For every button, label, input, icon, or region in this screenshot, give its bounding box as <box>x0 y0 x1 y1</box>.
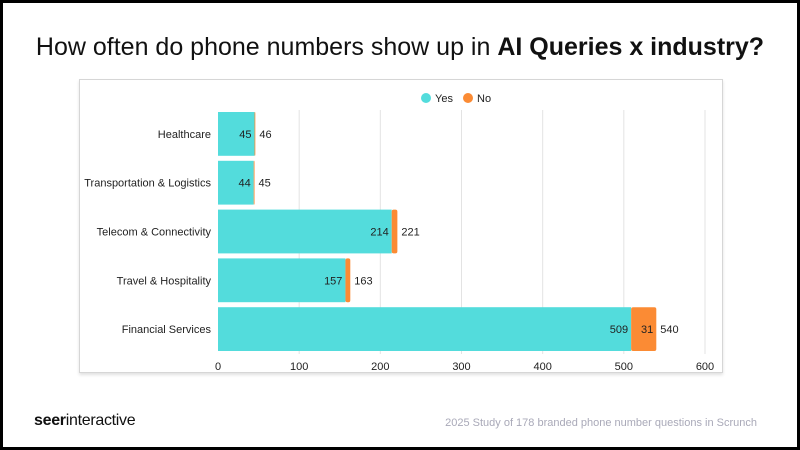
legend-no-label: No <box>477 93 491 105</box>
bar-yes <box>218 160 254 205</box>
total-value-label: 221 <box>401 227 419 239</box>
yes-value-label: 157 <box>324 275 342 287</box>
stacked-bar-chart: 0 100 200 300 400 500 600 Yes No Healthcare 45 46 Tr… <box>84 93 714 372</box>
legend-yes-label: Yes <box>435 93 453 105</box>
bar-yes <box>218 209 392 254</box>
bar-no <box>345 258 351 303</box>
total-value-label: 45 <box>259 178 271 190</box>
source-note: 2025 Study of 178 branded phone number q… <box>445 417 757 429</box>
total-value-label: 46 <box>259 129 271 141</box>
category-label: Financial Services <box>122 324 212 336</box>
slide: How often do phone numbers show up in AI… <box>3 3 797 447</box>
x-tick-label: 600 <box>696 361 714 372</box>
yes-value-label: 509 <box>610 324 628 336</box>
bar-no <box>631 307 657 351</box>
bar-yes <box>218 258 346 303</box>
bar-yes <box>218 307 632 351</box>
bar-no <box>391 209 398 254</box>
bar-no <box>254 112 256 156</box>
yes-value-label: 45 <box>239 129 251 141</box>
category-label: Healthcare <box>158 129 211 141</box>
total-value-label: 540 <box>660 324 678 336</box>
x-tick-label: 0 <box>215 361 221 372</box>
yes-value-label: 44 <box>238 178 250 190</box>
category-label: Travel & Hospitality <box>117 275 212 287</box>
page-title: How often do phone numbers show up in AI… <box>35 33 765 61</box>
chart-card: 0 100 200 300 400 500 600 Yes No Healthcare 45 46 Tr… <box>79 79 723 373</box>
bar-no <box>253 160 255 205</box>
legend-no-marker <box>463 93 473 103</box>
total-value-label: 163 <box>354 275 372 287</box>
no-value-label: 31 <box>641 324 653 336</box>
x-tick-label: 200 <box>371 361 389 372</box>
x-tick-label: 300 <box>452 361 470 372</box>
yes-value-label: 214 <box>370 227 388 239</box>
seer-logo: seerinteractive <box>34 412 136 429</box>
x-tick-label: 400 <box>533 361 551 372</box>
x-tick-label: 500 <box>615 361 633 372</box>
category-label: Telecom & Connectivity <box>97 227 212 239</box>
x-tick-label: 100 <box>290 361 308 372</box>
bar-yes <box>218 112 255 156</box>
category-label: Transportation & Logistics <box>84 178 211 190</box>
legend-yes-marker <box>421 93 431 103</box>
